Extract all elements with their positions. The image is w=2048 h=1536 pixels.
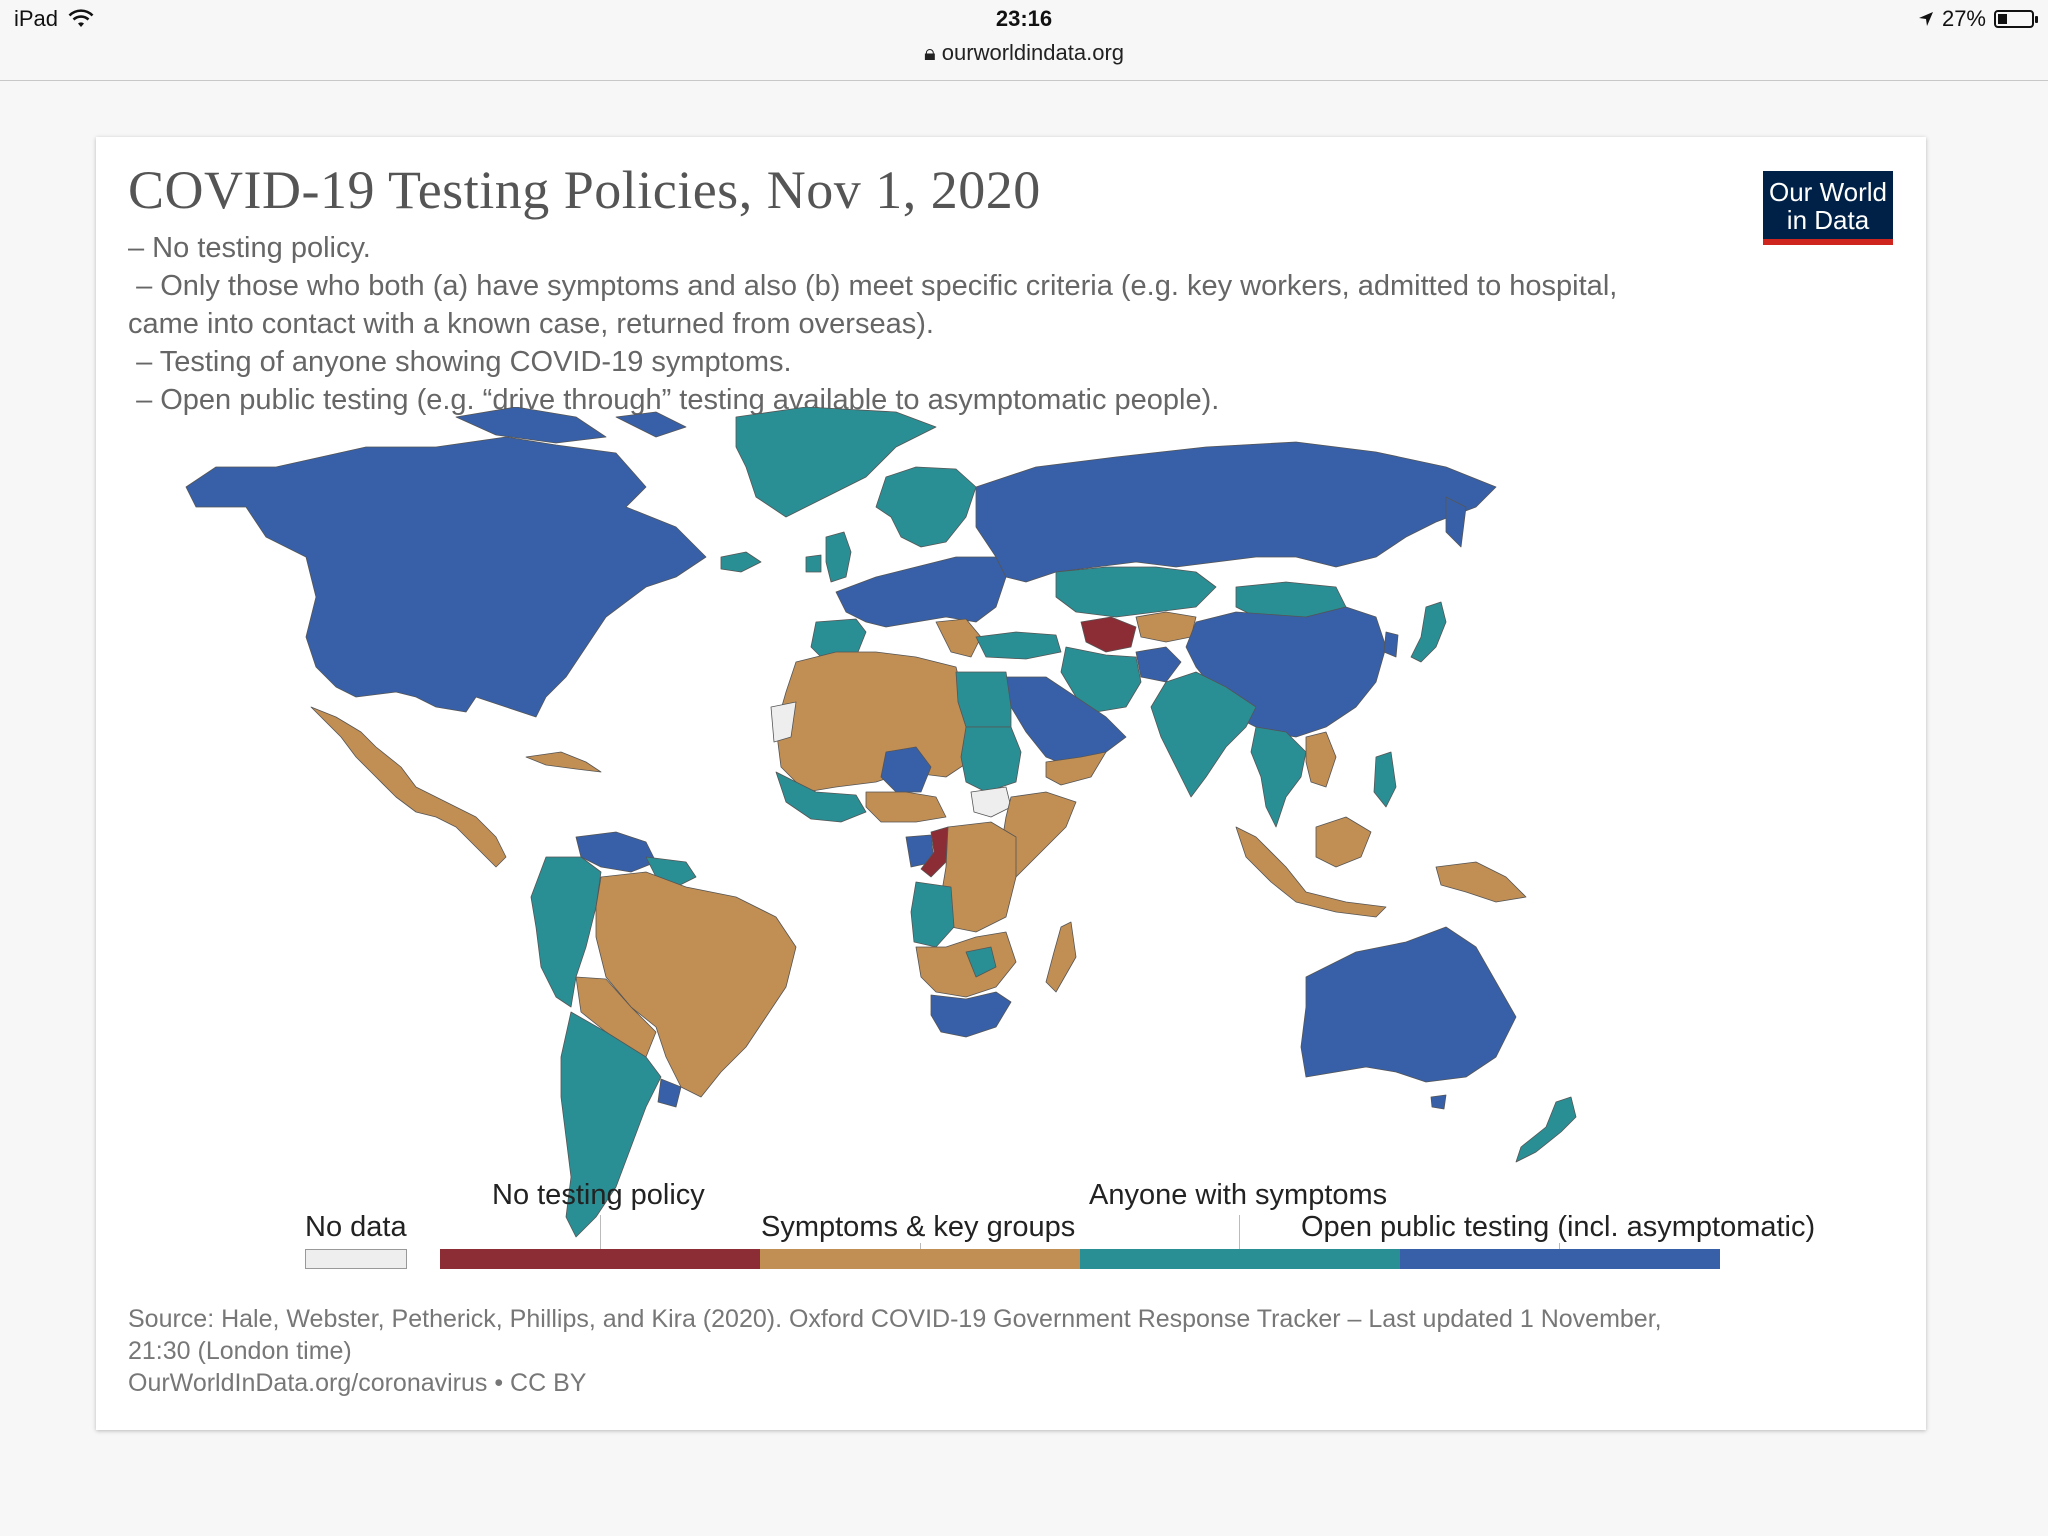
url-text: ourworldindata.org <box>941 40 1125 65</box>
region-south-africa[interactable] <box>930 991 1012 1038</box>
legend-tick <box>1559 1243 1560 1249</box>
region-north-africa[interactable] <box>775 651 977 793</box>
world-map <box>185 407 1577 1238</box>
legend-swatch-key-groups[interactable] <box>760 1249 1080 1269</box>
region-iran[interactable] <box>1060 646 1142 713</box>
region-sumatra-java[interactable] <box>1235 826 1387 918</box>
legend-label: No testing policy <box>492 1179 705 1211</box>
legend-label: Anyone with symptoms <box>1089 1179 1388 1211</box>
region-new-zealand[interactable] <box>1515 1096 1577 1163</box>
region-tasmania[interactable] <box>1430 1094 1447 1110</box>
legend-label: Open public testing (incl. asymptomatic) <box>1301 1211 1816 1243</box>
ios-status-bar: iPad 23:16 🔒︎ ourworldindata.org 27% <box>0 0 2048 81</box>
subtitle-line: came into contact with a known case, ret… <box>128 308 934 340</box>
legend-swatch-no-testing[interactable] <box>440 1249 760 1269</box>
legend-swatch-open-testing[interactable] <box>1400 1249 1720 1269</box>
source-note: Source: Hale, Webster, Petherick, Philli… <box>128 1303 1908 1399</box>
subtitle-line: – No testing policy. <box>128 232 371 264</box>
source-line: Source: Hale, Webster, Petherick, Philli… <box>128 1305 1662 1333</box>
lock-icon: 🔒︎ <box>923 40 936 65</box>
region-philippines[interactable] <box>1373 751 1397 808</box>
region-uk[interactable] <box>805 531 852 583</box>
map-legend: No data No testing policy Symptoms & key… <box>96 137 1926 1430</box>
region-russia[interactable] <box>975 441 1497 583</box>
region-western-europe[interactable] <box>835 556 1007 628</box>
region-egypt[interactable] <box>955 671 1012 728</box>
address-bar[interactable]: 🔒︎ ourworldindata.org <box>0 40 2048 66</box>
region-brazil[interactable] <box>595 871 797 1098</box>
location-arrow-icon <box>1918 12 1933 26</box>
region-east-africa[interactable] <box>1000 791 1077 878</box>
source-line: 21:30 (London time) <box>128 1337 352 1365</box>
region-kamchatka[interactable] <box>1445 496 1467 548</box>
region-afghanistan[interactable] <box>1135 646 1182 683</box>
region-scandinavia[interactable] <box>875 466 977 548</box>
region-borneo[interactable] <box>1315 816 1372 868</box>
logo-line: in Data <box>1786 205 1870 235</box>
region-balkans[interactable] <box>935 618 982 658</box>
region-yemen[interactable] <box>1045 751 1107 786</box>
region-uruguay[interactable] <box>657 1078 682 1108</box>
source-link[interactable]: OurWorldInData.org/coronavirus • CC BY <box>128 1369 587 1397</box>
chart-card: COVID-19 Testing Policies, Nov 1, 2020 –… <box>96 137 1926 1430</box>
region-western-sahara[interactable] <box>770 701 797 743</box>
region-south-sudan[interactable] <box>970 786 1012 818</box>
region-west-africa[interactable] <box>775 771 867 823</box>
logo-line: Our World <box>1769 177 1887 207</box>
region-arctic-islands[interactable] <box>455 407 687 444</box>
region-turkmenistan[interactable] <box>1080 616 1137 653</box>
status-left: iPad <box>14 6 94 32</box>
region-zimbabwe[interactable] <box>965 946 997 978</box>
legend-no-data-swatch[interactable] <box>305 1249 407 1269</box>
subtitle-line: – Only those who both (a) have symptoms … <box>128 270 1618 302</box>
region-korea[interactable] <box>1383 631 1399 658</box>
region-venezuela[interactable] <box>575 831 657 873</box>
region-greenland[interactable] <box>735 407 937 518</box>
legend-tick <box>600 1215 601 1249</box>
owid-logo[interactable]: Our World in Data <box>1763 171 1893 245</box>
device-name: iPad <box>14 6 59 31</box>
status-right: 27% <box>1918 6 2038 32</box>
subtitle-line: – Testing of anyone showing COVID-19 sym… <box>128 346 792 378</box>
region-southeast-asia[interactable] <box>1250 726 1307 828</box>
legend-no-data-label: No data <box>305 1211 407 1243</box>
battery-fill <box>1998 14 2007 24</box>
region-new-guinea[interactable] <box>1435 861 1527 903</box>
region-india[interactable] <box>1150 671 1257 798</box>
region-north-america[interactable] <box>185 436 707 718</box>
region-guianas[interactable] <box>645 856 697 888</box>
region-nigeria[interactable] <box>865 791 947 823</box>
battery-icon <box>1994 10 2038 28</box>
region-caribbean[interactable] <box>525 751 602 773</box>
region-central-asia[interactable] <box>1135 611 1197 643</box>
region-andes[interactable] <box>530 856 602 1008</box>
chart-subtitle: – No testing policy. – Only those who bo… <box>128 229 1828 419</box>
region-australia[interactable] <box>1300 926 1517 1083</box>
wifi-icon <box>68 9 94 27</box>
region-madagascar[interactable] <box>1045 921 1077 993</box>
region-angola[interactable] <box>910 881 955 948</box>
region-central-africa[interactable] <box>940 821 1017 933</box>
battery-percent: 27% <box>1941 6 1986 31</box>
legend-tick <box>1239 1215 1240 1249</box>
region-iceland[interactable] <box>720 551 762 573</box>
legend-tick <box>920 1243 921 1249</box>
region-sudan[interactable] <box>960 726 1022 793</box>
region-japan[interactable] <box>1410 601 1447 663</box>
region-mexico[interactable] <box>310 706 507 868</box>
region-kazakhstan[interactable] <box>1055 566 1217 618</box>
clock: 23:16 <box>995 6 1053 31</box>
region-southern-cone[interactable] <box>560 1011 662 1238</box>
chart-title: COVID-19 Testing Policies, Nov 1, 2020 <box>128 160 1041 220</box>
region-niger[interactable] <box>880 746 932 793</box>
legend-swatch-symptoms[interactable] <box>1080 1249 1400 1269</box>
legend-label: Symptoms & key groups <box>761 1211 1076 1243</box>
region-indochina[interactable] <box>1305 731 1337 788</box>
region-turkey[interactable] <box>975 631 1062 660</box>
